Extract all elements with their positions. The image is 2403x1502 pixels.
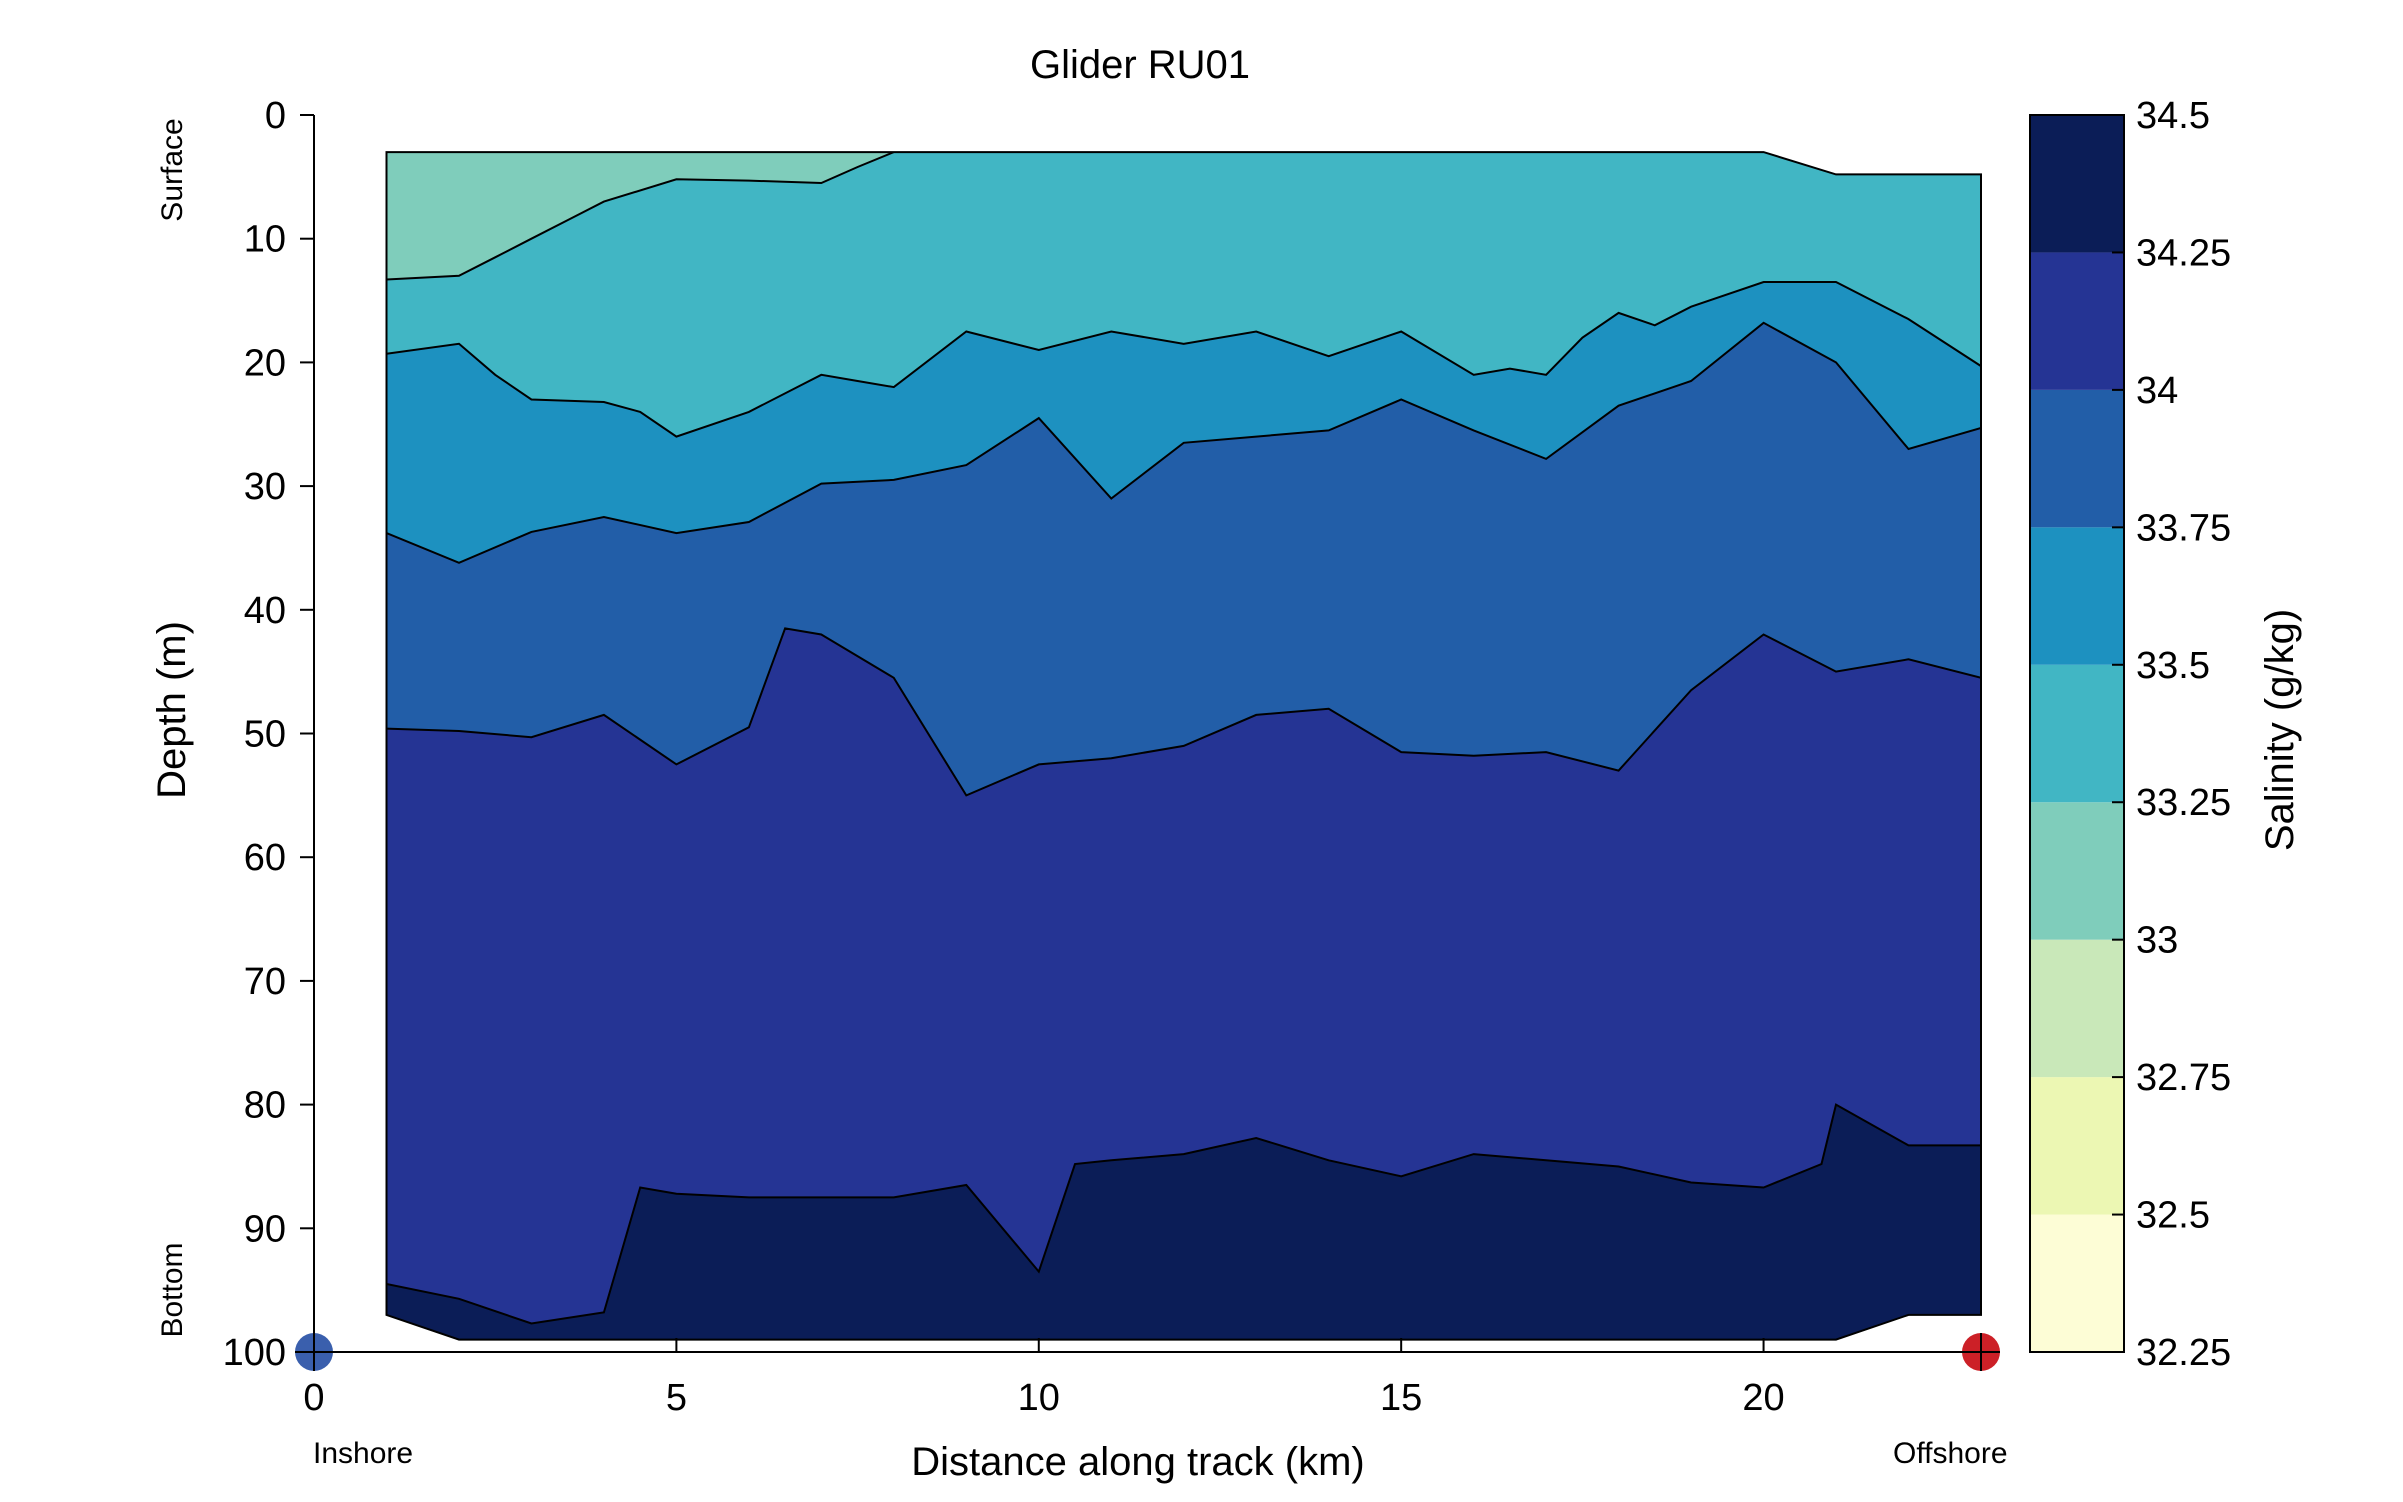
- contour-line-34: [386, 1103, 1981, 1325]
- y-tick-label: 20: [244, 342, 286, 384]
- colorbar-swatch: [2030, 664, 2124, 803]
- band-33.25-33.5: [386, 152, 1981, 437]
- contour-line-33.25: [386, 281, 1981, 438]
- colorbar-tick-label: 32.25: [2136, 1332, 2231, 1374]
- y-tick-label: 60: [244, 837, 286, 879]
- colorbar: 32.25 32.5 32.75 33 33.25 33.5 33.75 34 34.25 34.…: [2029, 95, 2231, 1374]
- colorbar-swatch: [2030, 115, 2124, 253]
- y-tick-label: 50: [244, 714, 286, 756]
- colorbar-label: Salinity (g/kg): [2258, 609, 2302, 851]
- contour-line-33.75: [386, 627, 1981, 797]
- colorbar-swatch: [2030, 802, 2124, 940]
- y-tick-label: 90: [244, 1208, 286, 1250]
- y-axis-label: Depth (m): [150, 621, 194, 799]
- data-extent-outline: [385, 151, 1982, 1341]
- y-tick-label: 40: [244, 590, 286, 632]
- colorbar-swatch: [2030, 252, 2124, 390]
- y-tick-label: 70: [244, 961, 286, 1003]
- colorbar-swatch: [2030, 1214, 2124, 1352]
- colorbar-tick-label: 32.75: [2136, 1057, 2231, 1099]
- x-tick-label: 20: [1742, 1377, 1784, 1419]
- colorbar-tick-label: 33.5: [2136, 645, 2210, 687]
- inshore-label: Inshore: [313, 1437, 413, 1470]
- y-tick-label: 0: [265, 95, 286, 137]
- band-33-33.25: [386, 152, 894, 280]
- colorbar-swatch: [2030, 389, 2124, 528]
- y-tick-label: 10: [244, 219, 286, 261]
- y-tick-label: 30: [244, 466, 286, 508]
- y-axis: 0 10 20 30 40 50 60 70 80 90 100: [223, 95, 315, 1374]
- colorbar-swatch: [2030, 527, 2124, 665]
- x-tick-label: 0: [303, 1377, 324, 1419]
- x-tick-label: 10: [1018, 1377, 1060, 1419]
- track-end-markers: [295, 1333, 2000, 1371]
- chart-title: Glider RU01: [1030, 43, 1250, 87]
- contour-line-33: [386, 152, 895, 281]
- colorbar-tick-label: 33.75: [2136, 507, 2231, 549]
- colorbar-frame: [2029, 114, 2125, 1353]
- y-tick-label: 100: [223, 1332, 286, 1374]
- colorbar-swatch: [2030, 1077, 2124, 1215]
- surface-label: Surface: [156, 118, 189, 221]
- colorbar-tick-label: 33.25: [2136, 782, 2231, 824]
- plot-area: [385, 151, 1982, 1341]
- colorbar-tick-label: 34.25: [2136, 232, 2231, 274]
- y-tick-label: 80: [244, 1085, 286, 1127]
- x-axis-label: Distance along track (km): [911, 1440, 1364, 1484]
- x-axis: 0 5 10 15 20: [303, 1338, 1981, 1419]
- colorbar-tick-label: 34: [2136, 370, 2178, 412]
- x-tick-label: 15: [1380, 1377, 1422, 1419]
- colorbar-swatch: [2030, 939, 2124, 1078]
- contour-line-33.5: [386, 321, 1981, 564]
- colorbar-tick-label: 32.5: [2136, 1195, 2210, 1237]
- colorbar-tick-label: 33: [2136, 920, 2178, 962]
- x-tick-label: 5: [666, 1377, 687, 1419]
- offshore-label: Offshore: [1893, 1437, 2008, 1470]
- bottom-label: Bottom: [156, 1242, 189, 1337]
- colorbar-tick-label: 34.5: [2136, 95, 2210, 137]
- contour-bands: [386, 152, 1981, 1340]
